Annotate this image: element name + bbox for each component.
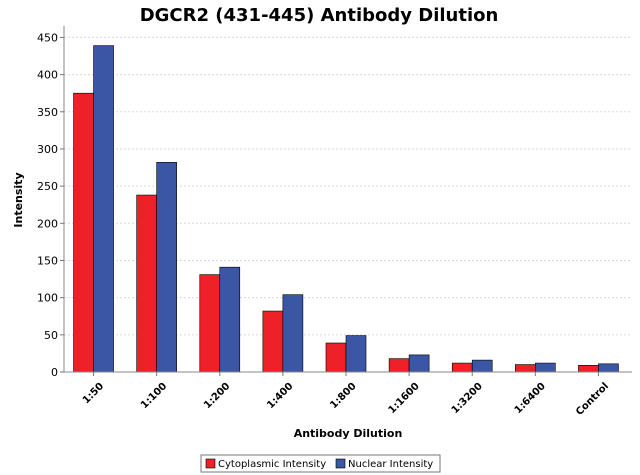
grid-lines	[64, 36, 632, 336]
legend-label: Cytoplasmic Intensity	[218, 459, 326, 470]
x-tick-label: 1:100	[139, 381, 169, 411]
bar-nuclear	[219, 266, 241, 373]
y-axis-title: Intensity	[12, 172, 25, 227]
bar-nuclear	[93, 45, 114, 373]
legend: Cytoplasmic Intensity Nuclear Intensity	[200, 454, 441, 473]
bar-cytoplasmic	[262, 310, 284, 373]
bar-cytoplasmic	[578, 365, 599, 373]
x-tick-label: Control	[574, 381, 611, 418]
x-tick-label: 1:1600	[387, 381, 422, 416]
bar-cytoplasmic	[73, 92, 94, 373]
bar-nuclear	[156, 162, 177, 373]
chart-title: DGCR2 (431-445) Antibody Dilution	[140, 5, 499, 26]
y-tick-label: 200	[37, 217, 58, 230]
y-tick-label: 250	[37, 180, 58, 193]
bar-cytoplasmic	[325, 342, 347, 373]
y-tick-label: 150	[37, 254, 58, 267]
x-axis-title: Antibody Dilution	[294, 427, 403, 440]
bar-cytoplasmic	[388, 358, 410, 373]
bar-cytoplasmic	[451, 362, 473, 373]
y-axis-ticks: 0 50 100 150 200 250 300 350 400 450	[37, 31, 64, 379]
y-tick-label: 0	[51, 366, 58, 379]
x-tick-label: 1:3200	[450, 381, 485, 416]
y-tick-label: 350	[37, 106, 58, 119]
x-tick-label: 1:200	[202, 381, 232, 411]
bars	[73, 45, 619, 373]
y-tick-label: 450	[37, 31, 58, 44]
x-tick-label: 1:400	[265, 381, 295, 411]
x-tick-label: 1:6400	[513, 381, 548, 416]
y-tick-label: 100	[37, 292, 58, 305]
x-axis-ticks: 1:50 1:100 1:200 1:400 1:800 1:1600 1:3200 1:64…	[81, 372, 611, 418]
bar-nuclear	[535, 362, 556, 373]
bar-nuclear	[598, 363, 619, 373]
x-tick-label: 1:800	[328, 381, 358, 411]
y-tick-label: 50	[44, 329, 58, 342]
bar-nuclear	[471, 359, 493, 373]
bar-nuclear	[282, 294, 304, 373]
x-tick-label: 1:50	[81, 381, 106, 406]
y-tick-label: 300	[37, 143, 58, 156]
y-tick-label: 400	[37, 69, 58, 82]
legend-swatch	[335, 458, 346, 469]
legend-swatch	[205, 458, 216, 469]
axes	[63, 26, 632, 373]
bar-cytoplasmic	[199, 274, 221, 373]
bar-nuclear	[408, 354, 430, 373]
bar-nuclear	[345, 335, 367, 373]
legend-box	[200, 454, 441, 473]
bar-cytoplasmic	[136, 194, 157, 373]
bar-cytoplasmic	[515, 364, 536, 373]
legend-label: Nuclear Intensity	[348, 459, 433, 470]
